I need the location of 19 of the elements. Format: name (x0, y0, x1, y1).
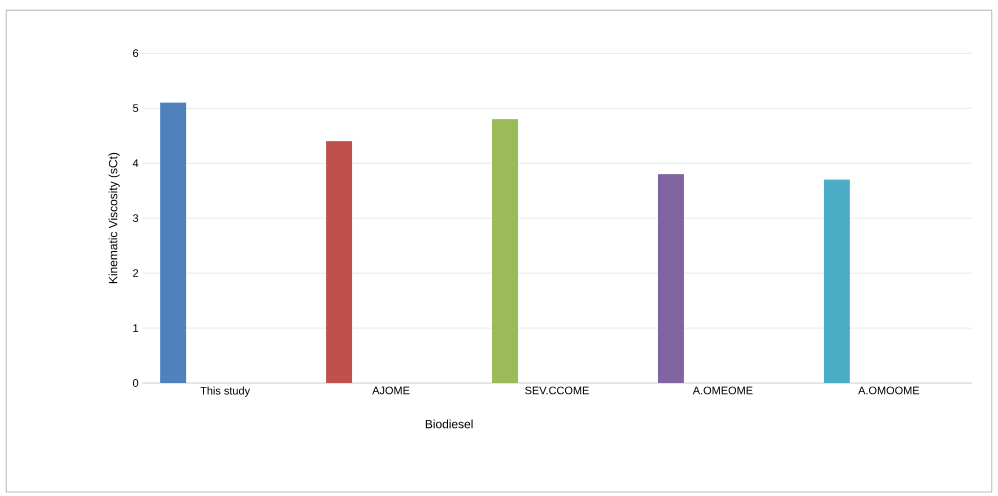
y-tick-label: 0 (132, 379, 138, 387)
bar (824, 180, 850, 383)
bar (326, 141, 352, 383)
y-tick-label: 1 (133, 324, 138, 332)
bar (492, 119, 518, 383)
x-tick-label: SEV.CCOME (525, 386, 589, 394)
bar (160, 102, 186, 383)
x-tick-label: A.OMOOME (858, 386, 920, 394)
y-tick-label: 4 (132, 159, 138, 167)
y-tick-label: 3 (132, 214, 138, 222)
y-tick-label: 6 (133, 49, 138, 57)
y-tick-label: 5 (132, 104, 138, 112)
x-axis-title: Biodiesel (426, 419, 473, 428)
bar (658, 174, 684, 383)
y-axis-title: Kinematic Viscosity (sCt) (108, 152, 120, 283)
x-tick-label: A.OMEOME (692, 386, 753, 394)
x-tick-label: This study (200, 386, 250, 397)
y-tick-label: 2 (133, 269, 138, 277)
x-tick-label: AJOME (372, 386, 410, 394)
